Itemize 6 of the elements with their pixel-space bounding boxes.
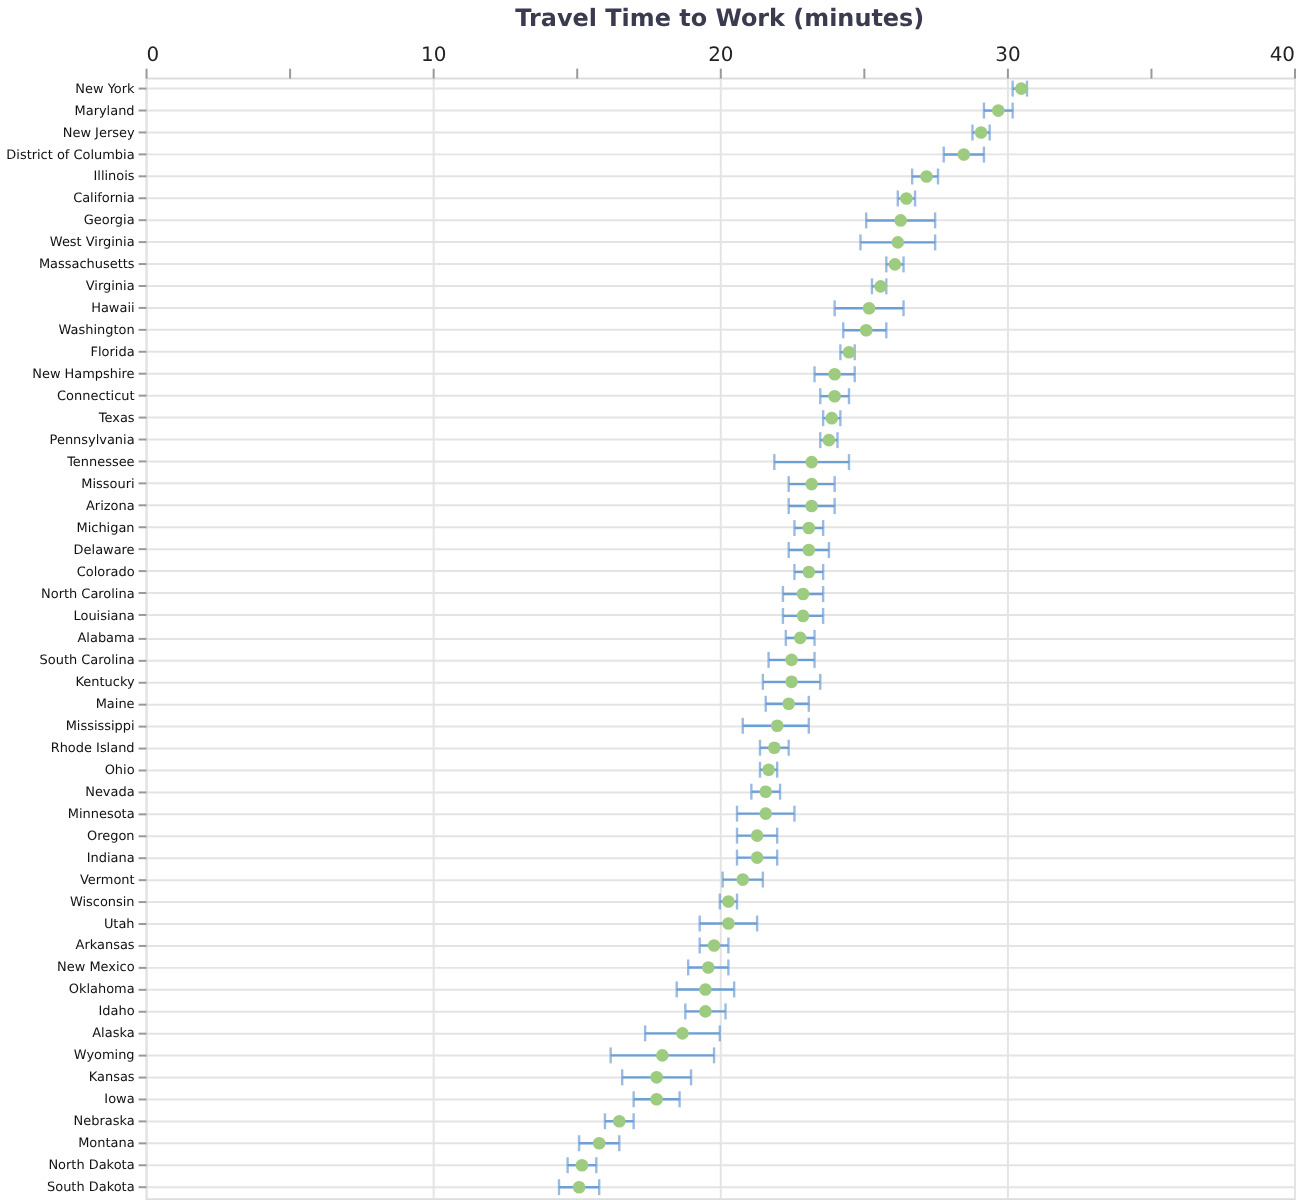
x-tick-label: 20: [708, 44, 734, 67]
x-tick-label: 0: [146, 44, 160, 67]
x-tick-label: 30: [995, 44, 1021, 67]
x-tick-label: 40: [1269, 44, 1296, 67]
x-tick-label: 10: [420, 44, 447, 67]
chart-title: Travel Time to Work (minutes): [515, 3, 925, 32]
